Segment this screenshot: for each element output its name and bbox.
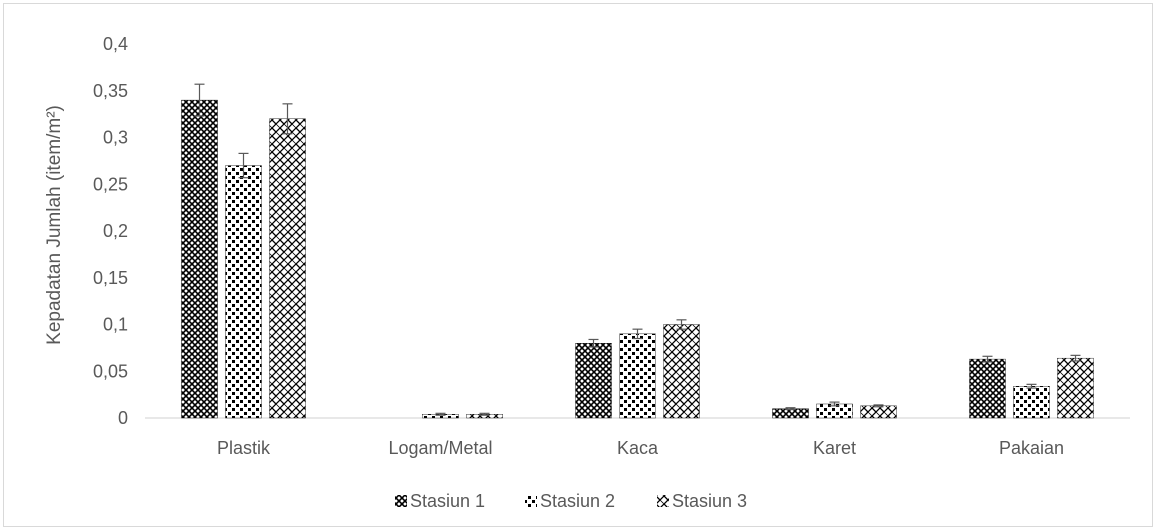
y-tick-label: 0,3 bbox=[103, 128, 128, 148]
y-tick-label: 0,4 bbox=[103, 34, 128, 54]
category-label: Logam/Metal bbox=[388, 438, 492, 458]
category-labels: Plastik Logam/Metal Kaca Karet Pakaian bbox=[217, 438, 1064, 458]
legend-label: Stasiun 3 bbox=[672, 491, 747, 511]
y-tick-label: 0,35 bbox=[93, 81, 128, 101]
y-axis-ticks: 0 0,05 0,1 0,15 0,2 0,25 0,3 0,35 0,4 bbox=[93, 34, 128, 428]
bar-2-0 bbox=[575, 343, 612, 419]
legend-label: Stasiun 2 bbox=[540, 491, 615, 511]
y-tick-label: 0 bbox=[118, 408, 128, 428]
category-label: Plastik bbox=[217, 438, 271, 458]
bar-4-2 bbox=[1057, 357, 1094, 419]
legend-swatch bbox=[395, 495, 407, 507]
bar-4-0 bbox=[969, 358, 1006, 419]
y-tick-label: 0,1 bbox=[103, 315, 128, 335]
bar-2-2 bbox=[663, 324, 700, 419]
category-label: Kaca bbox=[617, 438, 659, 458]
y-tick-label: 0,15 bbox=[93, 268, 128, 288]
legend-swatch bbox=[525, 495, 537, 507]
bar-4-1 bbox=[1013, 386, 1050, 419]
bar-2-1 bbox=[619, 333, 656, 419]
bar-0-2 bbox=[269, 118, 306, 419]
y-tick-label: 0,05 bbox=[93, 361, 128, 381]
category-label: Pakaian bbox=[999, 438, 1064, 458]
legend: Stasiun 1 Stasiun 2 Stasiun 3 bbox=[395, 491, 747, 511]
y-tick-label: 0,2 bbox=[103, 221, 128, 241]
legend-swatch bbox=[657, 495, 669, 507]
bar-0-1 bbox=[225, 165, 262, 419]
bar-3-2 bbox=[860, 405, 897, 419]
y-tick-label: 0,25 bbox=[93, 174, 128, 194]
error-bars-group bbox=[194, 83, 1081, 416]
category-label: Karet bbox=[813, 438, 856, 458]
bars-group bbox=[181, 99, 1094, 419]
bar-0-0 bbox=[181, 99, 218, 419]
legend-label: Stasiun 1 bbox=[410, 491, 485, 511]
y-axis-title: Kepadatan Jumlah (item/m²) bbox=[44, 105, 65, 345]
